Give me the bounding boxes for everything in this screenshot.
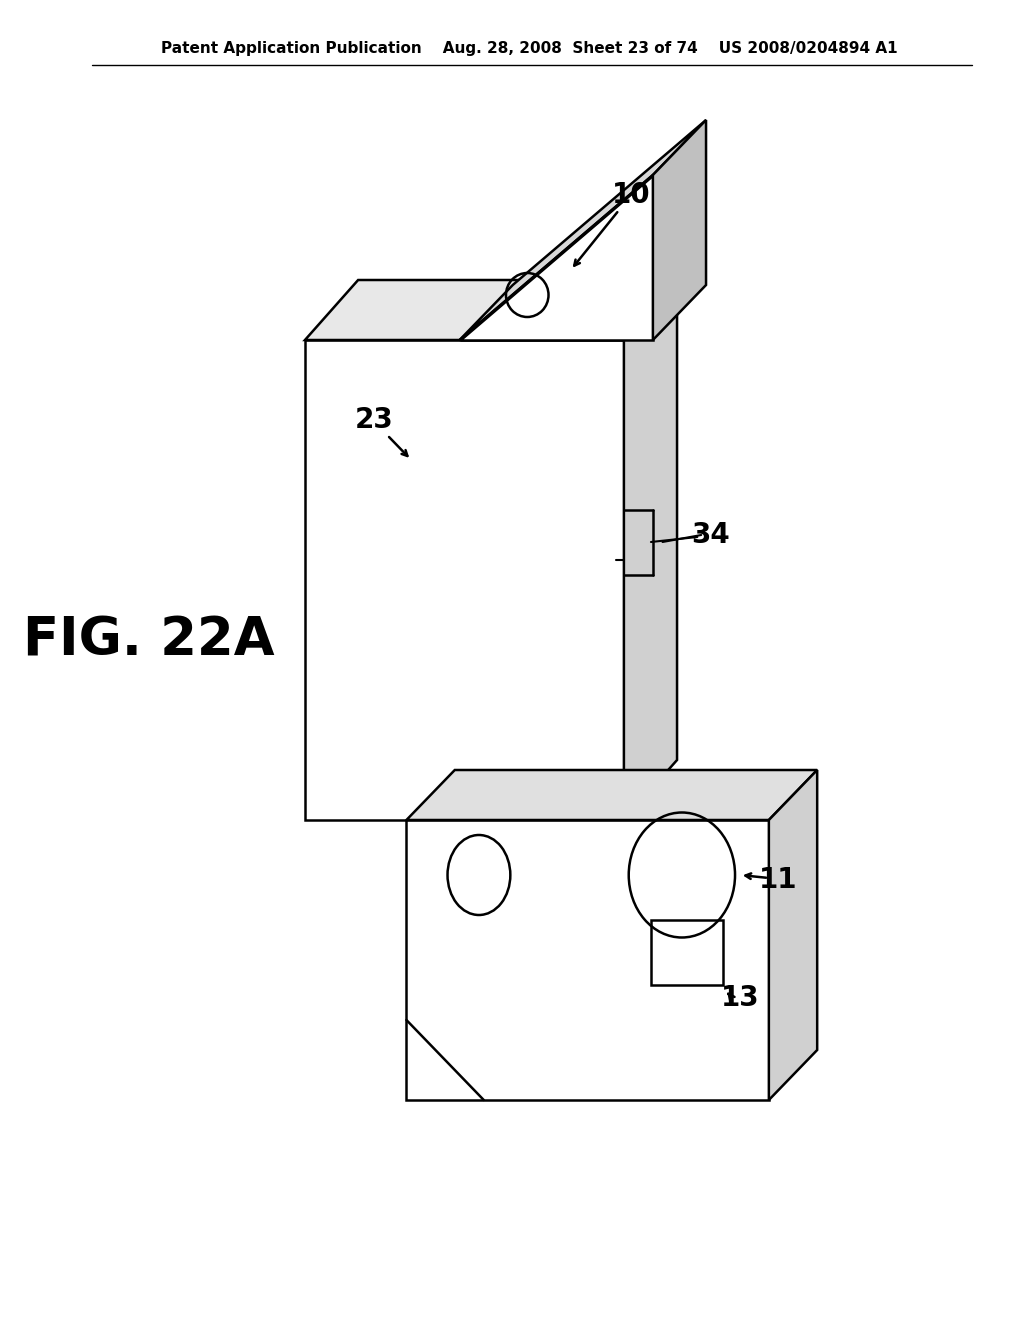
- Polygon shape: [624, 280, 677, 820]
- Text: 13: 13: [721, 983, 759, 1012]
- Polygon shape: [305, 341, 624, 820]
- Text: 34: 34: [691, 521, 730, 549]
- Polygon shape: [407, 820, 769, 1100]
- Text: 11: 11: [759, 866, 798, 894]
- Text: FIG. 22A: FIG. 22A: [23, 614, 274, 667]
- Polygon shape: [769, 770, 817, 1100]
- Polygon shape: [653, 120, 706, 341]
- Polygon shape: [305, 280, 677, 341]
- Text: 23: 23: [355, 407, 394, 434]
- Polygon shape: [460, 120, 706, 341]
- Text: Patent Application Publication    Aug. 28, 2008  Sheet 23 of 74    US 2008/02048: Patent Application Publication Aug. 28, …: [161, 41, 897, 55]
- Polygon shape: [460, 176, 653, 341]
- Polygon shape: [407, 770, 817, 820]
- Text: 10: 10: [612, 181, 651, 209]
